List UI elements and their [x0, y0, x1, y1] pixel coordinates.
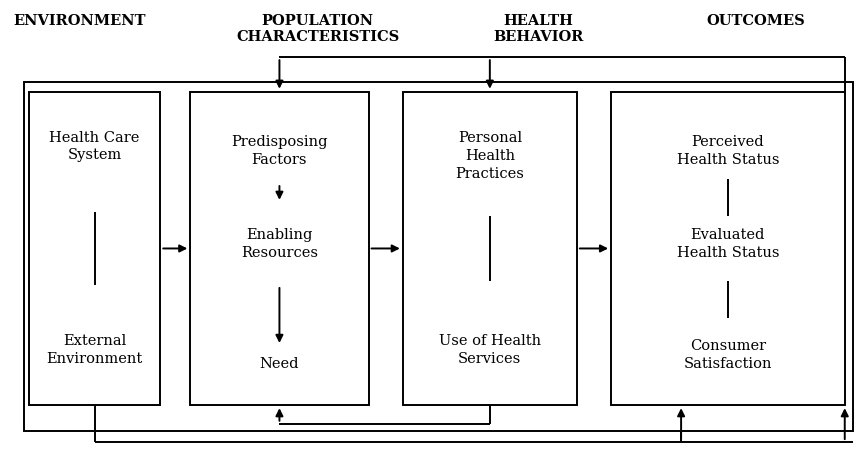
Text: Predisposing
Factors: Predisposing Factors	[231, 135, 327, 167]
FancyBboxPatch shape	[24, 82, 853, 431]
Text: Evaluated
Health Status: Evaluated Health Status	[676, 228, 779, 260]
FancyBboxPatch shape	[611, 92, 844, 405]
Text: Need: Need	[260, 357, 299, 371]
Text: ENVIRONMENT: ENVIRONMENT	[13, 14, 145, 28]
FancyBboxPatch shape	[29, 92, 160, 405]
Text: Use of Health
Services: Use of Health Services	[439, 334, 541, 366]
FancyBboxPatch shape	[403, 92, 577, 405]
Text: Consumer
Satisfaction: Consumer Satisfaction	[683, 339, 772, 371]
FancyBboxPatch shape	[191, 92, 369, 405]
Text: HEALTH
BEHAVIOR: HEALTH BEHAVIOR	[494, 14, 584, 44]
Text: Health Care
System: Health Care System	[49, 131, 139, 163]
Text: Personal
Health
Practices: Personal Health Practices	[456, 131, 524, 180]
Text: External
Environment: External Environment	[47, 334, 143, 366]
Text: POPULATION
CHARACTERISTICS: POPULATION CHARACTERISTICS	[236, 14, 399, 44]
Text: Perceived
Health Status: Perceived Health Status	[676, 135, 779, 167]
Text: Enabling
Resources: Enabling Resources	[241, 228, 318, 260]
Text: OUTCOMES: OUTCOMES	[706, 14, 805, 28]
